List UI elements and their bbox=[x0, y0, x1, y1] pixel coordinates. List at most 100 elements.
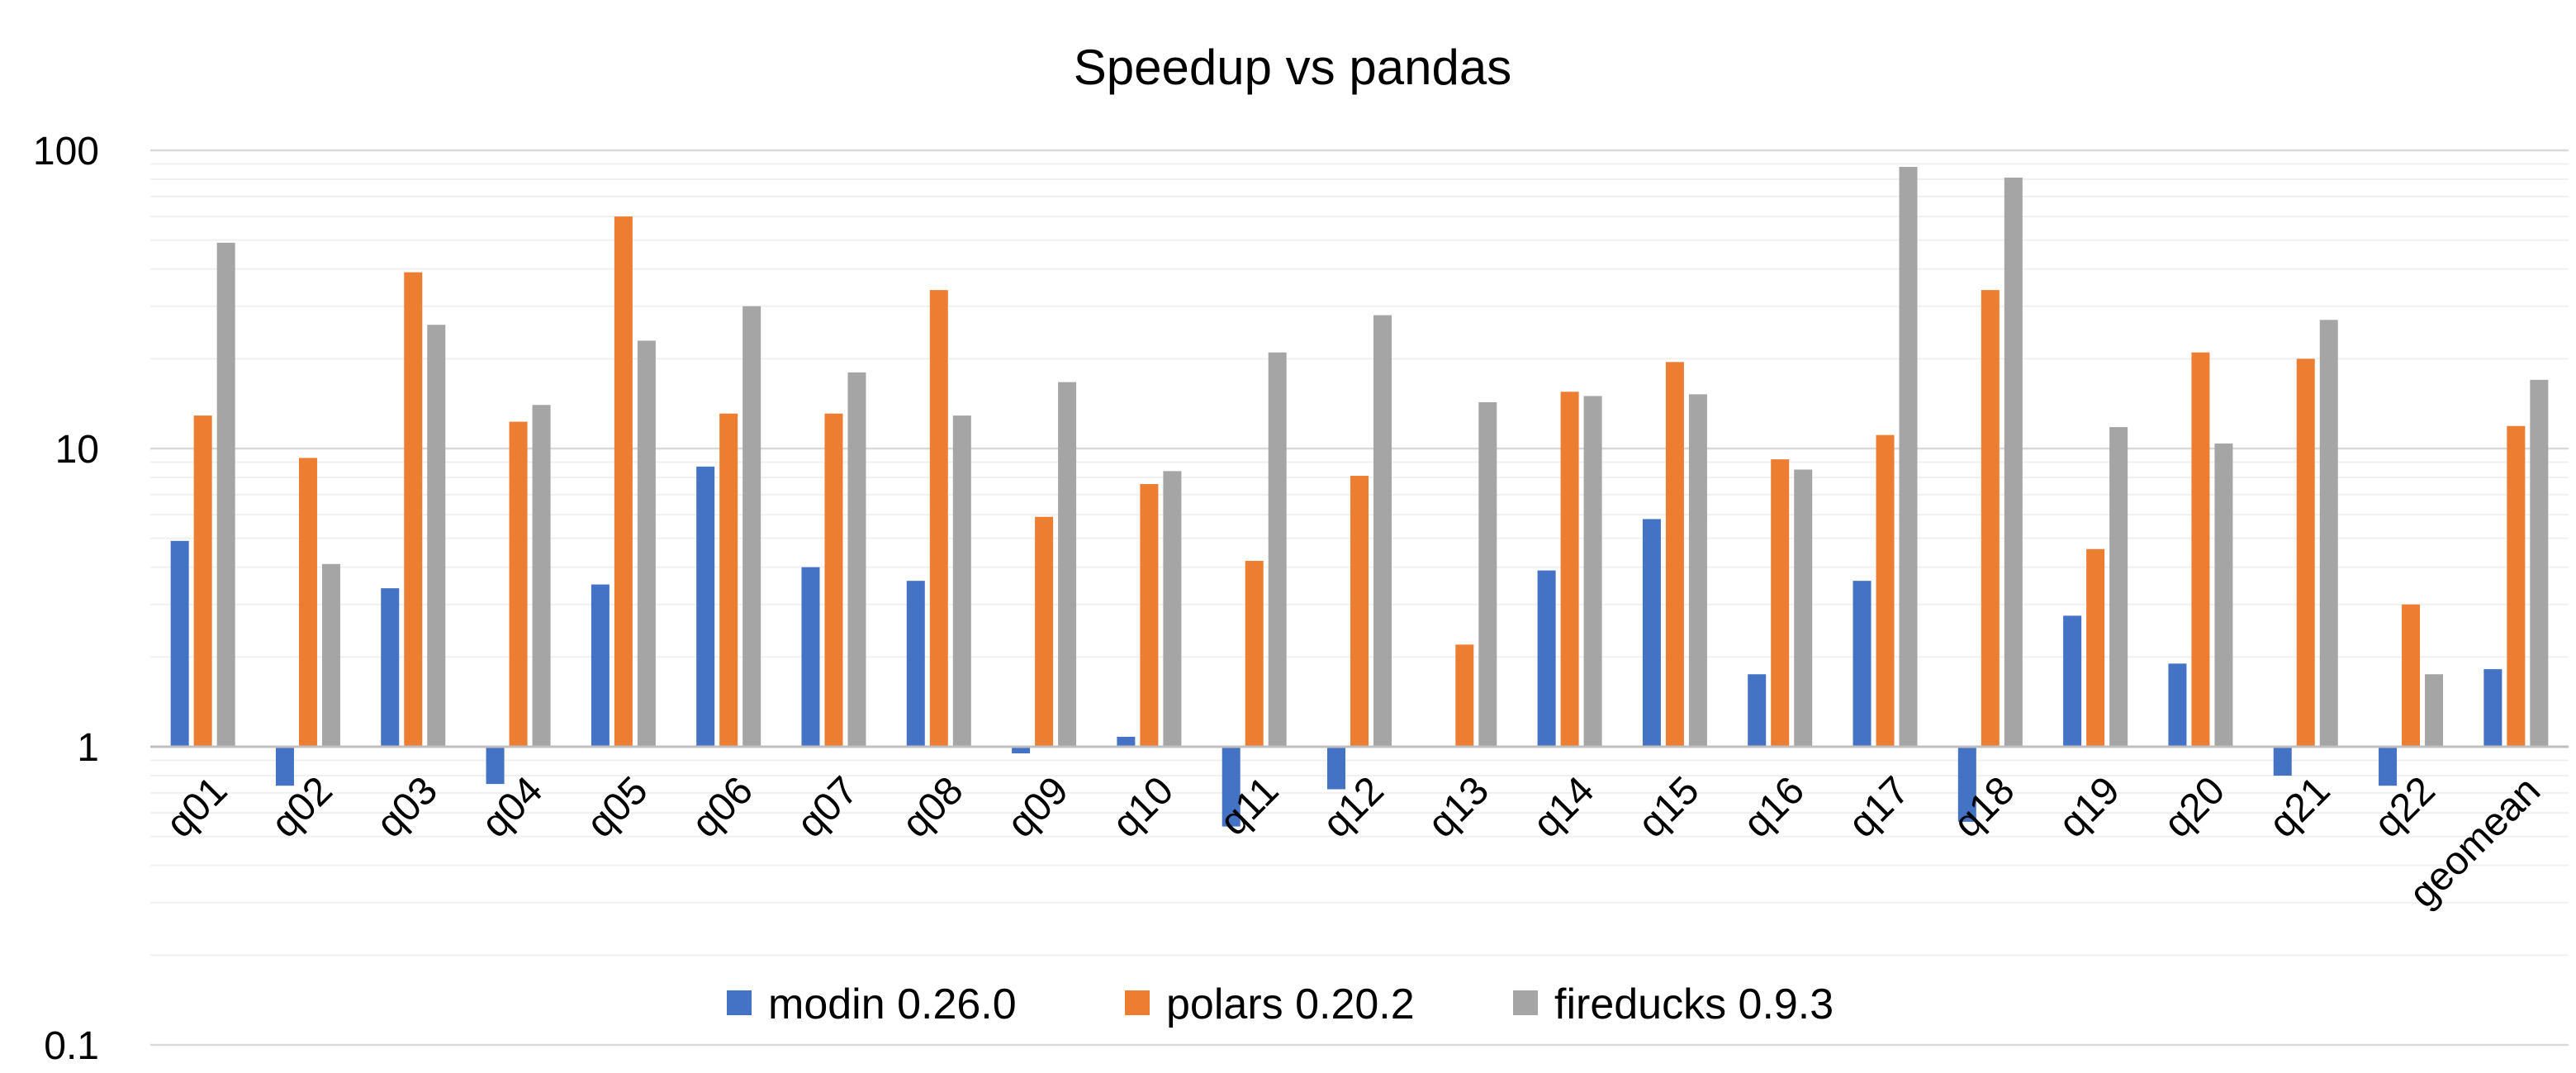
x-tick-label: q13 bbox=[1420, 768, 1497, 846]
chart-title: Speedup vs pandas bbox=[1074, 40, 1511, 95]
bar-polars-geomean bbox=[2507, 425, 2526, 747]
legend-swatch bbox=[1125, 990, 1150, 1015]
bar-fireducks-q22 bbox=[2425, 674, 2444, 747]
bar-fireducks-q08 bbox=[952, 415, 971, 747]
bar-modin-q22 bbox=[2379, 747, 2398, 786]
bar-modin-q10 bbox=[1117, 736, 1136, 747]
x-tick-label: q04 bbox=[473, 768, 551, 846]
bar-polars-q13 bbox=[1455, 644, 1474, 747]
x-tick-label: q08 bbox=[894, 768, 971, 846]
bar-modin-q11 bbox=[1222, 747, 1241, 827]
legend-label: polars 0.20.2 bbox=[1166, 980, 1415, 1028]
bar-fireducks-q06 bbox=[742, 306, 761, 747]
bar-fireducks-q02 bbox=[321, 563, 340, 747]
bar-fireducks-q07 bbox=[847, 372, 866, 747]
legend-swatch bbox=[1513, 990, 1538, 1015]
bar-polars-q21 bbox=[2296, 358, 2315, 747]
bar-fireducks-q16 bbox=[1794, 469, 1813, 747]
legend-swatch bbox=[727, 990, 752, 1015]
bar-polars-q20 bbox=[2191, 352, 2210, 747]
bar-fireducks-q10 bbox=[1163, 471, 1182, 747]
bar-modin-q09 bbox=[1012, 747, 1031, 754]
x-tick-label: q18 bbox=[1945, 768, 2023, 846]
x-tick-label: q22 bbox=[2366, 768, 2444, 846]
bar-modin-q07 bbox=[801, 567, 820, 747]
bar-modin-geomean bbox=[2483, 669, 2502, 747]
bar-modin-q02 bbox=[275, 747, 294, 786]
bar-polars-q03 bbox=[404, 272, 423, 747]
bar-polars-q09 bbox=[1035, 516, 1054, 747]
x-tick-label: q17 bbox=[1840, 768, 1918, 846]
bar-polars-q07 bbox=[824, 413, 843, 747]
x-tick-label: q09 bbox=[999, 768, 1077, 846]
bar-polars-q11 bbox=[1245, 561, 1264, 747]
bar-polars-q08 bbox=[929, 290, 948, 747]
bar-modin-q16 bbox=[1748, 674, 1767, 747]
legend: modin 0.26.0 polars 0.20.2 fireducks 0.9.3 bbox=[727, 980, 1834, 1028]
bar-polars-q18 bbox=[1981, 290, 2000, 747]
x-tick-label: q20 bbox=[2156, 768, 2233, 846]
x-tick-label: q16 bbox=[1735, 768, 1813, 846]
y-tick-label: 100 bbox=[33, 130, 99, 173]
x-tick-label: q01 bbox=[158, 768, 235, 846]
bar-fireducks-q18 bbox=[2004, 178, 2023, 747]
bar-fireducks-geomean bbox=[2530, 379, 2549, 747]
x-tick-label: q10 bbox=[1104, 768, 1182, 846]
bar-modin-q08 bbox=[906, 581, 925, 747]
bar-modin-q05 bbox=[591, 584, 610, 747]
bar-fireducks-q04 bbox=[532, 405, 551, 747]
bar-fireducks-q21 bbox=[2319, 320, 2338, 747]
bar-polars-q10 bbox=[1140, 484, 1159, 747]
bar-fireducks-q17 bbox=[1899, 167, 1918, 747]
bar-modin-q21 bbox=[2273, 747, 2292, 776]
bar-modin-q14 bbox=[1537, 570, 1556, 747]
bar-modin-q18 bbox=[1957, 747, 1976, 822]
y-tick-label: 10 bbox=[55, 428, 99, 472]
y-tick-label: 1 bbox=[77, 726, 99, 770]
x-tick-label: q05 bbox=[579, 768, 657, 846]
bar-polars-q01 bbox=[193, 415, 212, 747]
legend-label: fireducks 0.9.3 bbox=[1554, 980, 1834, 1028]
x-tick-label: q03 bbox=[368, 768, 446, 846]
bar-modin-q06 bbox=[696, 466, 715, 747]
bar-polars-q15 bbox=[1665, 362, 1684, 747]
bar-polars-q16 bbox=[1771, 459, 1790, 747]
x-tick-label: q14 bbox=[1525, 768, 1602, 846]
bar-fireducks-q12 bbox=[1373, 315, 1392, 748]
bar-fireducks-q09 bbox=[1058, 382, 1077, 747]
bar-polars-q02 bbox=[298, 458, 317, 747]
bars bbox=[170, 167, 2549, 827]
bar-polars-q05 bbox=[614, 216, 633, 747]
bar-modin-q03 bbox=[381, 588, 400, 747]
bar-fireducks-q15 bbox=[1688, 394, 1707, 747]
legend-label: modin 0.26.0 bbox=[768, 980, 1017, 1028]
bar-modin-q04 bbox=[486, 747, 505, 785]
x-tick-label: q12 bbox=[1315, 768, 1392, 846]
bar-polars-q22 bbox=[2402, 604, 2421, 747]
bar-modin-q01 bbox=[170, 540, 189, 747]
bar-fireducks-q19 bbox=[2109, 427, 2128, 747]
bar-polars-q04 bbox=[509, 421, 528, 747]
bar-polars-q12 bbox=[1350, 476, 1369, 747]
x-tick-label: q15 bbox=[1630, 768, 1708, 846]
x-tick-label: q02 bbox=[263, 768, 341, 846]
bar-fireducks-q01 bbox=[216, 242, 235, 747]
bar-modin-q17 bbox=[1853, 581, 1872, 747]
y-axis-ticks: 0.1 1 10 100 bbox=[33, 130, 99, 1068]
bar-modin-q12 bbox=[1327, 747, 1345, 790]
bar-polars-q19 bbox=[2086, 548, 2105, 747]
y-tick-label: 0.1 bbox=[44, 1024, 99, 1068]
bar-modin-q20 bbox=[2168, 663, 2187, 747]
x-axis-ticks: q01 q02 q03 q04 q05 q06 q07 q08 q09 q10 q11 q12 q13 q… bbox=[158, 768, 2549, 916]
bar-fireducks-q14 bbox=[1583, 396, 1602, 747]
bar-fireducks-q03 bbox=[427, 325, 446, 747]
bar-fireducks-q13 bbox=[1478, 401, 1497, 747]
bar-fireducks-q20 bbox=[2214, 443, 2233, 747]
bar-modin-q19 bbox=[2063, 615, 2082, 747]
x-tick-label: q06 bbox=[684, 768, 761, 846]
x-tick-label: q07 bbox=[789, 768, 866, 846]
x-tick-label: q19 bbox=[2051, 768, 2128, 846]
bar-polars-q14 bbox=[1560, 392, 1579, 747]
bar-polars-q06 bbox=[719, 413, 738, 747]
